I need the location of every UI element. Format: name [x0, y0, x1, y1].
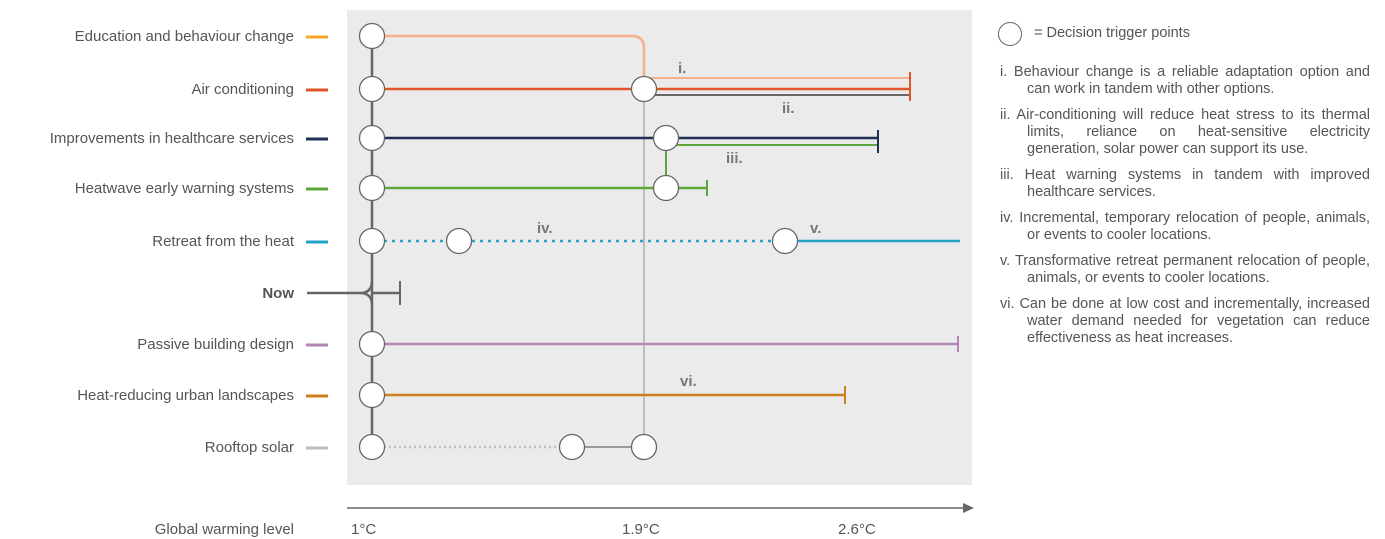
- note-ii: ii. Air-conditioning will reduce heat st…: [1000, 107, 1370, 157]
- annotation-iii: iii.: [726, 150, 743, 167]
- trigger-point: [445, 227, 473, 255]
- x-tick-2-6c: 2.6°C: [838, 521, 876, 538]
- row-label-retreat: Retreat from the heat: [152, 233, 295, 250]
- trigger-point: [630, 75, 658, 103]
- legend-key: = Decision trigger points: [990, 20, 1370, 52]
- row-label-now: Now: [262, 285, 294, 302]
- note-i: i. Behaviour change is a reliable adapta…: [1000, 64, 1370, 97]
- trigger-point: [358, 124, 386, 152]
- row-label-air-conditioning: Air conditioning: [191, 81, 294, 98]
- row-label-education: Education and behaviour change: [75, 28, 294, 45]
- row-label-healthcare: Improvements in healthcare services: [50, 130, 294, 147]
- trigger-point: [358, 174, 386, 202]
- annotation-i: i.: [678, 60, 686, 77]
- row-label-urban-landscapes: Heat-reducing urban landscapes: [77, 387, 294, 404]
- annotation-ii: ii.: [782, 100, 795, 117]
- legend-key-text: = Decision trigger points: [1034, 25, 1190, 41]
- plot-background: [347, 10, 972, 485]
- legend-panel: = Decision trigger points i. Behaviour c…: [990, 20, 1370, 356]
- trigger-point: [652, 124, 680, 152]
- now-branch: [307, 280, 400, 306]
- annotation-v: v.: [810, 220, 821, 237]
- x-axis-arrowhead: [963, 503, 974, 513]
- trigger-point: [358, 381, 386, 409]
- annotation-iv: iv.: [537, 220, 553, 237]
- trigger-point: [358, 75, 386, 103]
- note-vi: vi. Can be done at low cost and incremen…: [1000, 296, 1370, 346]
- row-label-rooftop-solar: Rooftop solar: [205, 439, 294, 456]
- x-axis-label: Global warming level: [155, 521, 294, 538]
- trigger-point: [558, 433, 586, 461]
- note-v: v. Transformative retreat permanent relo…: [1000, 253, 1370, 286]
- trigger-point: [630, 433, 658, 461]
- trigger-circles: [358, 22, 799, 461]
- note-iv: iv. Incremental, temporary relocation of…: [1000, 210, 1370, 243]
- x-tick-1c: 1°C: [351, 521, 376, 538]
- trigger-point: [358, 227, 386, 255]
- education-path: [372, 34, 646, 89]
- row-label-passive-building: Passive building design: [137, 336, 294, 353]
- trigger-point: [771, 227, 799, 255]
- trigger-point: [358, 433, 386, 461]
- trigger-point: [358, 330, 386, 358]
- circle-icon: [998, 22, 1022, 46]
- notes-list: i. Behaviour change is a reliable adapta…: [990, 64, 1370, 347]
- trigger-point: [358, 22, 386, 50]
- annotation-vi: vi.: [680, 373, 697, 390]
- row-label-early-warning: Heatwave early warning systems: [75, 180, 294, 197]
- trigger-point: [652, 174, 680, 202]
- x-tick-1-9c: 1.9°C: [622, 521, 660, 538]
- note-iii: iii. Heat warning systems in tandem with…: [1000, 167, 1370, 200]
